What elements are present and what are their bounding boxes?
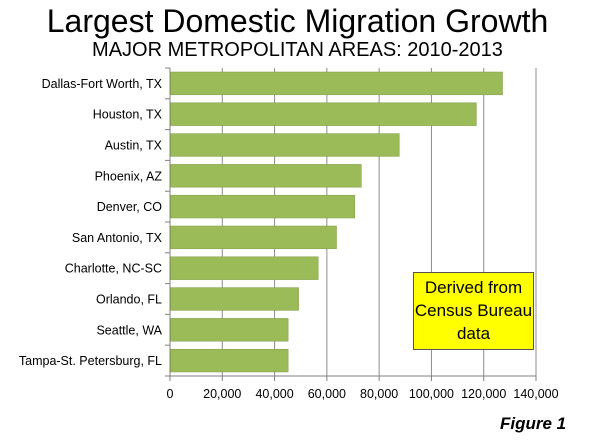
category-label: Seattle, WA bbox=[96, 323, 162, 337]
category-label: Denver, CO bbox=[97, 200, 163, 214]
figure-label: Figure 1 bbox=[500, 414, 567, 433]
chart-title: Largest Domestic Migration Growth bbox=[46, 3, 549, 39]
chart-subtitle: MAJOR METROPOLITAN AREAS: 2010-2013 bbox=[92, 39, 503, 61]
category-label: Houston, TX bbox=[93, 108, 163, 122]
source-note-line-1: Derived from bbox=[424, 278, 523, 297]
source-note-line-3: data bbox=[456, 324, 491, 343]
bar bbox=[170, 102, 477, 126]
category-label: Phoenix, AZ bbox=[95, 169, 163, 183]
x-tick-label: 60,000 bbox=[308, 387, 346, 401]
source-note: Derived from Census Bureau data bbox=[413, 272, 534, 350]
category-label: Orlando, FL bbox=[96, 293, 162, 307]
bar bbox=[170, 194, 356, 219]
bar bbox=[170, 133, 400, 157]
bar bbox=[170, 318, 289, 342]
category-label: San Antonio, TX bbox=[72, 231, 163, 245]
x-tick-label: 20,000 bbox=[203, 387, 241, 401]
x-tick-label: 100,000 bbox=[409, 387, 454, 401]
x-tick-label: 80,000 bbox=[360, 387, 398, 401]
bar bbox=[170, 287, 299, 311]
bar bbox=[170, 348, 289, 373]
x-tick-label: 0 bbox=[167, 387, 174, 401]
category-label: Tampa-St. Petersburg, FL bbox=[19, 354, 162, 368]
bar bbox=[170, 225, 337, 250]
category-label: Austin, TX bbox=[105, 139, 163, 153]
bar bbox=[170, 71, 503, 96]
category-label: Charlotte, NC-SC bbox=[65, 262, 162, 276]
bar bbox=[170, 256, 319, 280]
x-tick-label: 40,000 bbox=[255, 387, 293, 401]
category-label: Dallas-Fort Worth, TX bbox=[42, 77, 163, 91]
x-tick-label: 120,000 bbox=[461, 387, 506, 401]
bar bbox=[170, 164, 362, 188]
x-tick-label: 140,000 bbox=[513, 387, 558, 401]
source-note-line-2: Census Bureau bbox=[414, 301, 533, 320]
